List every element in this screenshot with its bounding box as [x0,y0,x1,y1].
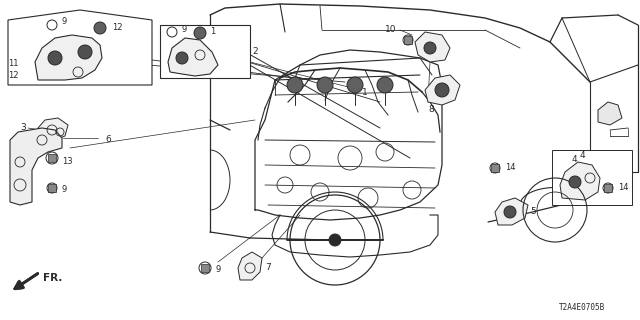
Polygon shape [35,35,102,80]
Circle shape [569,176,581,188]
Bar [404,36,412,44]
Polygon shape [552,150,632,205]
Bar [168,25,176,30]
Text: 14: 14 [618,183,628,193]
Polygon shape [425,75,460,105]
Text: 9: 9 [182,26,188,35]
Text: 12: 12 [8,71,19,81]
Text: 13: 13 [62,157,72,166]
Text: 9: 9 [62,18,67,27]
Text: 11: 11 [8,60,19,68]
Text: 2: 2 [252,47,258,57]
Polygon shape [10,128,62,205]
Circle shape [377,77,393,93]
Text: 9: 9 [215,266,220,275]
Bar [491,164,499,172]
Circle shape [94,22,106,34]
Circle shape [194,27,206,39]
Bar [48,17,56,22]
Polygon shape [38,118,68,140]
Text: T2A4E0705B: T2A4E0705B [559,303,605,313]
Text: 4: 4 [580,150,586,159]
Bar [201,264,209,272]
Circle shape [329,234,341,246]
Polygon shape [160,25,250,78]
Circle shape [504,206,516,218]
Text: 4: 4 [572,156,578,164]
Polygon shape [598,102,622,125]
Circle shape [48,51,62,65]
Circle shape [287,77,303,93]
Text: 1: 1 [210,28,215,36]
Polygon shape [238,252,262,280]
Circle shape [347,77,363,93]
Text: 14: 14 [505,164,515,172]
Circle shape [78,45,92,59]
Circle shape [424,42,436,54]
Polygon shape [8,10,152,85]
Polygon shape [415,32,450,62]
Polygon shape [168,38,218,76]
Text: FR.: FR. [43,273,62,283]
Text: 1: 1 [362,87,368,97]
Text: 10: 10 [385,26,397,35]
Bar [48,154,56,162]
Text: 8: 8 [428,106,434,115]
Polygon shape [560,162,600,200]
Text: 6: 6 [105,135,111,145]
Polygon shape [495,198,528,225]
Circle shape [317,77,333,93]
Text: 7: 7 [265,263,271,273]
Text: 12: 12 [112,22,122,31]
Text: 5: 5 [530,207,536,217]
Text: 3: 3 [20,124,26,132]
Bar [604,184,612,192]
Text: 9: 9 [62,186,67,195]
Circle shape [435,83,449,97]
Circle shape [176,52,188,64]
Bar [48,184,56,192]
